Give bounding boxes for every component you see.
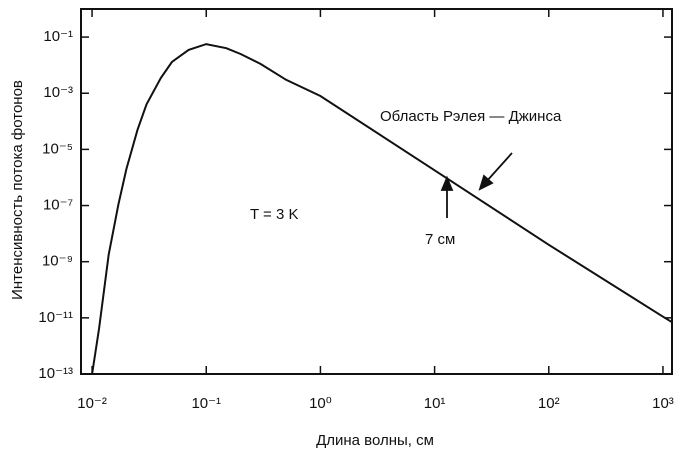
x-axis-label: Длина волны, см xyxy=(316,432,434,449)
y-tick-label: 10⁻¹³ xyxy=(38,365,73,382)
x-tick-label: 10¹ xyxy=(424,395,446,412)
y-tick-label: 10⁻¹¹ xyxy=(38,309,73,326)
arrows xyxy=(440,152,513,218)
line xyxy=(91,43,673,375)
y-axis-label: Интенсивность потока фотонов xyxy=(9,80,26,300)
x-tick-label: 10³ xyxy=(652,395,674,412)
y-tick-label: 10⁻¹ xyxy=(43,28,73,45)
plot-frame xyxy=(80,8,673,375)
arrow-head xyxy=(440,175,454,191)
y-tick-label: 10⁻⁵ xyxy=(42,140,73,157)
y-tick-label: 10⁻⁷ xyxy=(43,197,73,214)
x-tick-label: 10² xyxy=(538,395,560,412)
x-tick-label: 10⁰ xyxy=(309,395,332,412)
annotation: Область Рэлея — Джинса xyxy=(380,108,562,125)
annotation: T = 3 K xyxy=(250,206,299,223)
x-tick-label: 10⁻¹ xyxy=(191,395,221,412)
y-tick-label: 10⁻⁹ xyxy=(42,253,73,270)
annotation: 7 см xyxy=(425,231,455,248)
y-tick-label: 10⁻³ xyxy=(43,84,73,101)
arrow-head xyxy=(478,174,494,191)
arrow xyxy=(485,152,513,183)
x-tick-label: 10⁻² xyxy=(77,395,107,412)
